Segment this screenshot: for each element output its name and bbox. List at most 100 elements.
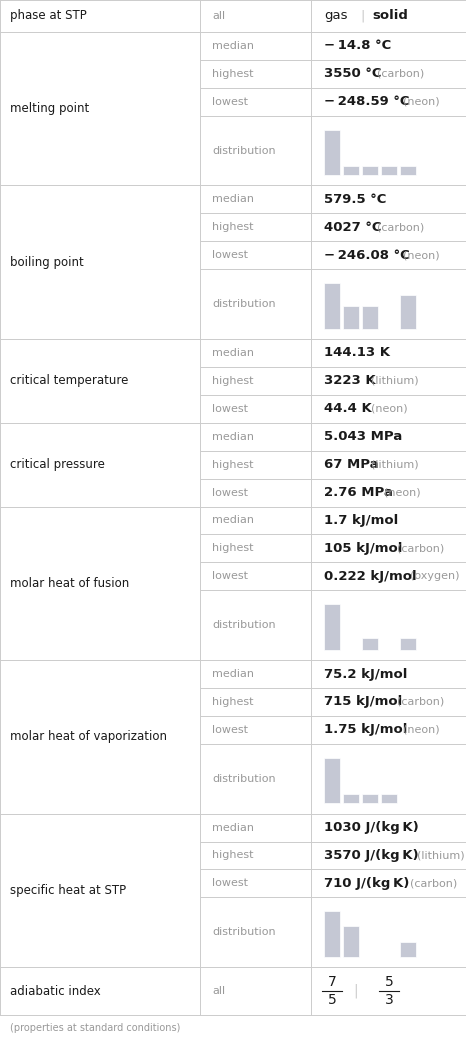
Text: specific heat at STP: specific heat at STP bbox=[10, 884, 126, 897]
Text: (neon): (neon) bbox=[371, 404, 408, 414]
Text: (lithium): (lithium) bbox=[371, 376, 418, 385]
Text: 5: 5 bbox=[328, 993, 336, 1007]
Text: |: | bbox=[353, 984, 358, 998]
Text: (properties at standard conditions): (properties at standard conditions) bbox=[10, 1023, 180, 1033]
Text: highest: highest bbox=[212, 69, 254, 79]
Bar bbox=[400, 294, 416, 328]
Bar bbox=[324, 130, 340, 175]
Text: (lithium): (lithium) bbox=[417, 851, 464, 860]
Text: lowest: lowest bbox=[212, 725, 248, 735]
Text: lowest: lowest bbox=[212, 878, 248, 888]
Text: − 246.08 °C: − 246.08 °C bbox=[324, 248, 419, 262]
Bar bbox=[362, 305, 378, 328]
Bar bbox=[324, 284, 340, 328]
Text: − 248.59 °C: − 248.59 °C bbox=[324, 96, 419, 108]
Text: 5: 5 bbox=[384, 975, 393, 989]
Bar bbox=[381, 794, 397, 803]
Text: molar heat of fusion: molar heat of fusion bbox=[10, 577, 129, 590]
Text: boiling point: boiling point bbox=[10, 256, 84, 269]
Text: lowest: lowest bbox=[212, 250, 248, 260]
Text: 4027 °C: 4027 °C bbox=[324, 221, 391, 234]
Bar bbox=[362, 166, 378, 175]
Text: 44.4 K: 44.4 K bbox=[324, 402, 381, 416]
Bar bbox=[343, 927, 359, 957]
Text: highest: highest bbox=[212, 543, 254, 554]
Text: 75.2 kJ/mol: 75.2 kJ/mol bbox=[324, 667, 407, 681]
Text: distribution: distribution bbox=[212, 927, 275, 937]
Bar bbox=[324, 911, 340, 957]
Text: 1030 J/(kg K): 1030 J/(kg K) bbox=[324, 821, 419, 834]
Text: 3: 3 bbox=[384, 993, 393, 1007]
Text: 710 J/(kg K): 710 J/(kg K) bbox=[324, 877, 418, 889]
Text: all: all bbox=[212, 986, 225, 996]
Text: critical temperature: critical temperature bbox=[10, 374, 128, 388]
Text: molar heat of vaporization: molar heat of vaporization bbox=[10, 730, 167, 743]
Text: 1.7 kJ/mol: 1.7 kJ/mol bbox=[324, 514, 398, 527]
Text: (carbon): (carbon) bbox=[410, 878, 457, 888]
Bar bbox=[362, 794, 378, 803]
Text: lowest: lowest bbox=[212, 487, 248, 498]
Text: 144.13 K: 144.13 K bbox=[324, 346, 390, 359]
Text: highest: highest bbox=[212, 697, 254, 707]
Text: (carbon): (carbon) bbox=[397, 697, 444, 707]
Bar bbox=[324, 605, 340, 649]
Text: median: median bbox=[212, 515, 254, 526]
Text: 67 MPa: 67 MPa bbox=[324, 458, 388, 471]
Text: (neon): (neon) bbox=[384, 487, 421, 498]
Text: (carbon): (carbon) bbox=[377, 69, 425, 79]
Bar bbox=[400, 638, 416, 649]
Text: 715 kJ/mol: 715 kJ/mol bbox=[324, 695, 411, 709]
Text: (neon): (neon) bbox=[404, 97, 440, 107]
Bar bbox=[324, 757, 340, 803]
Text: 2.76 MPa: 2.76 MPa bbox=[324, 486, 402, 499]
Bar bbox=[343, 794, 359, 803]
Text: highest: highest bbox=[212, 851, 254, 860]
Text: highest: highest bbox=[212, 222, 254, 233]
Text: distribution: distribution bbox=[212, 145, 275, 156]
Text: gas: gas bbox=[324, 9, 348, 23]
Bar bbox=[343, 305, 359, 328]
Text: lowest: lowest bbox=[212, 97, 248, 107]
Text: 3223 K: 3223 K bbox=[324, 374, 385, 388]
Bar bbox=[400, 941, 416, 957]
Text: median: median bbox=[212, 432, 254, 442]
Bar bbox=[381, 166, 397, 175]
Text: adiabatic index: adiabatic index bbox=[10, 985, 101, 997]
Text: 3570 J/(kg K): 3570 J/(kg K) bbox=[324, 849, 428, 862]
Text: highest: highest bbox=[212, 459, 254, 470]
Text: (neon): (neon) bbox=[404, 250, 440, 260]
Text: (neon): (neon) bbox=[404, 725, 440, 735]
Text: critical pressure: critical pressure bbox=[10, 458, 105, 471]
Text: melting point: melting point bbox=[10, 102, 89, 115]
Text: |: | bbox=[360, 9, 364, 23]
Bar bbox=[343, 166, 359, 175]
Text: distribution: distribution bbox=[212, 620, 275, 630]
Text: median: median bbox=[212, 823, 254, 832]
Text: 1.75 kJ/mol: 1.75 kJ/mol bbox=[324, 723, 417, 737]
Text: phase at STP: phase at STP bbox=[10, 9, 87, 23]
Text: median: median bbox=[212, 348, 254, 358]
Text: − 14.8 °C: − 14.8 °C bbox=[324, 39, 391, 52]
Text: (carbon): (carbon) bbox=[397, 543, 444, 554]
Text: highest: highest bbox=[212, 376, 254, 385]
Text: median: median bbox=[212, 194, 254, 205]
Text: distribution: distribution bbox=[212, 774, 275, 783]
Text: lowest: lowest bbox=[212, 571, 248, 581]
Text: median: median bbox=[212, 669, 254, 680]
Text: (oxygen): (oxygen) bbox=[410, 571, 459, 581]
Bar bbox=[400, 166, 416, 175]
Text: 5.043 MPa: 5.043 MPa bbox=[324, 430, 402, 444]
Text: all: all bbox=[212, 11, 225, 21]
Text: (lithium): (lithium) bbox=[371, 459, 418, 470]
Text: 579.5 °C: 579.5 °C bbox=[324, 193, 386, 206]
Text: (carbon): (carbon) bbox=[377, 222, 425, 233]
Text: distribution: distribution bbox=[212, 299, 275, 309]
Text: median: median bbox=[212, 41, 254, 51]
Text: solid: solid bbox=[372, 9, 408, 23]
Text: lowest: lowest bbox=[212, 404, 248, 414]
Text: 0.222 kJ/mol: 0.222 kJ/mol bbox=[324, 569, 426, 583]
Text: 7: 7 bbox=[328, 975, 336, 989]
Text: 105 kJ/mol: 105 kJ/mol bbox=[324, 542, 411, 555]
Bar bbox=[362, 638, 378, 649]
Text: 3550 °C: 3550 °C bbox=[324, 68, 391, 80]
